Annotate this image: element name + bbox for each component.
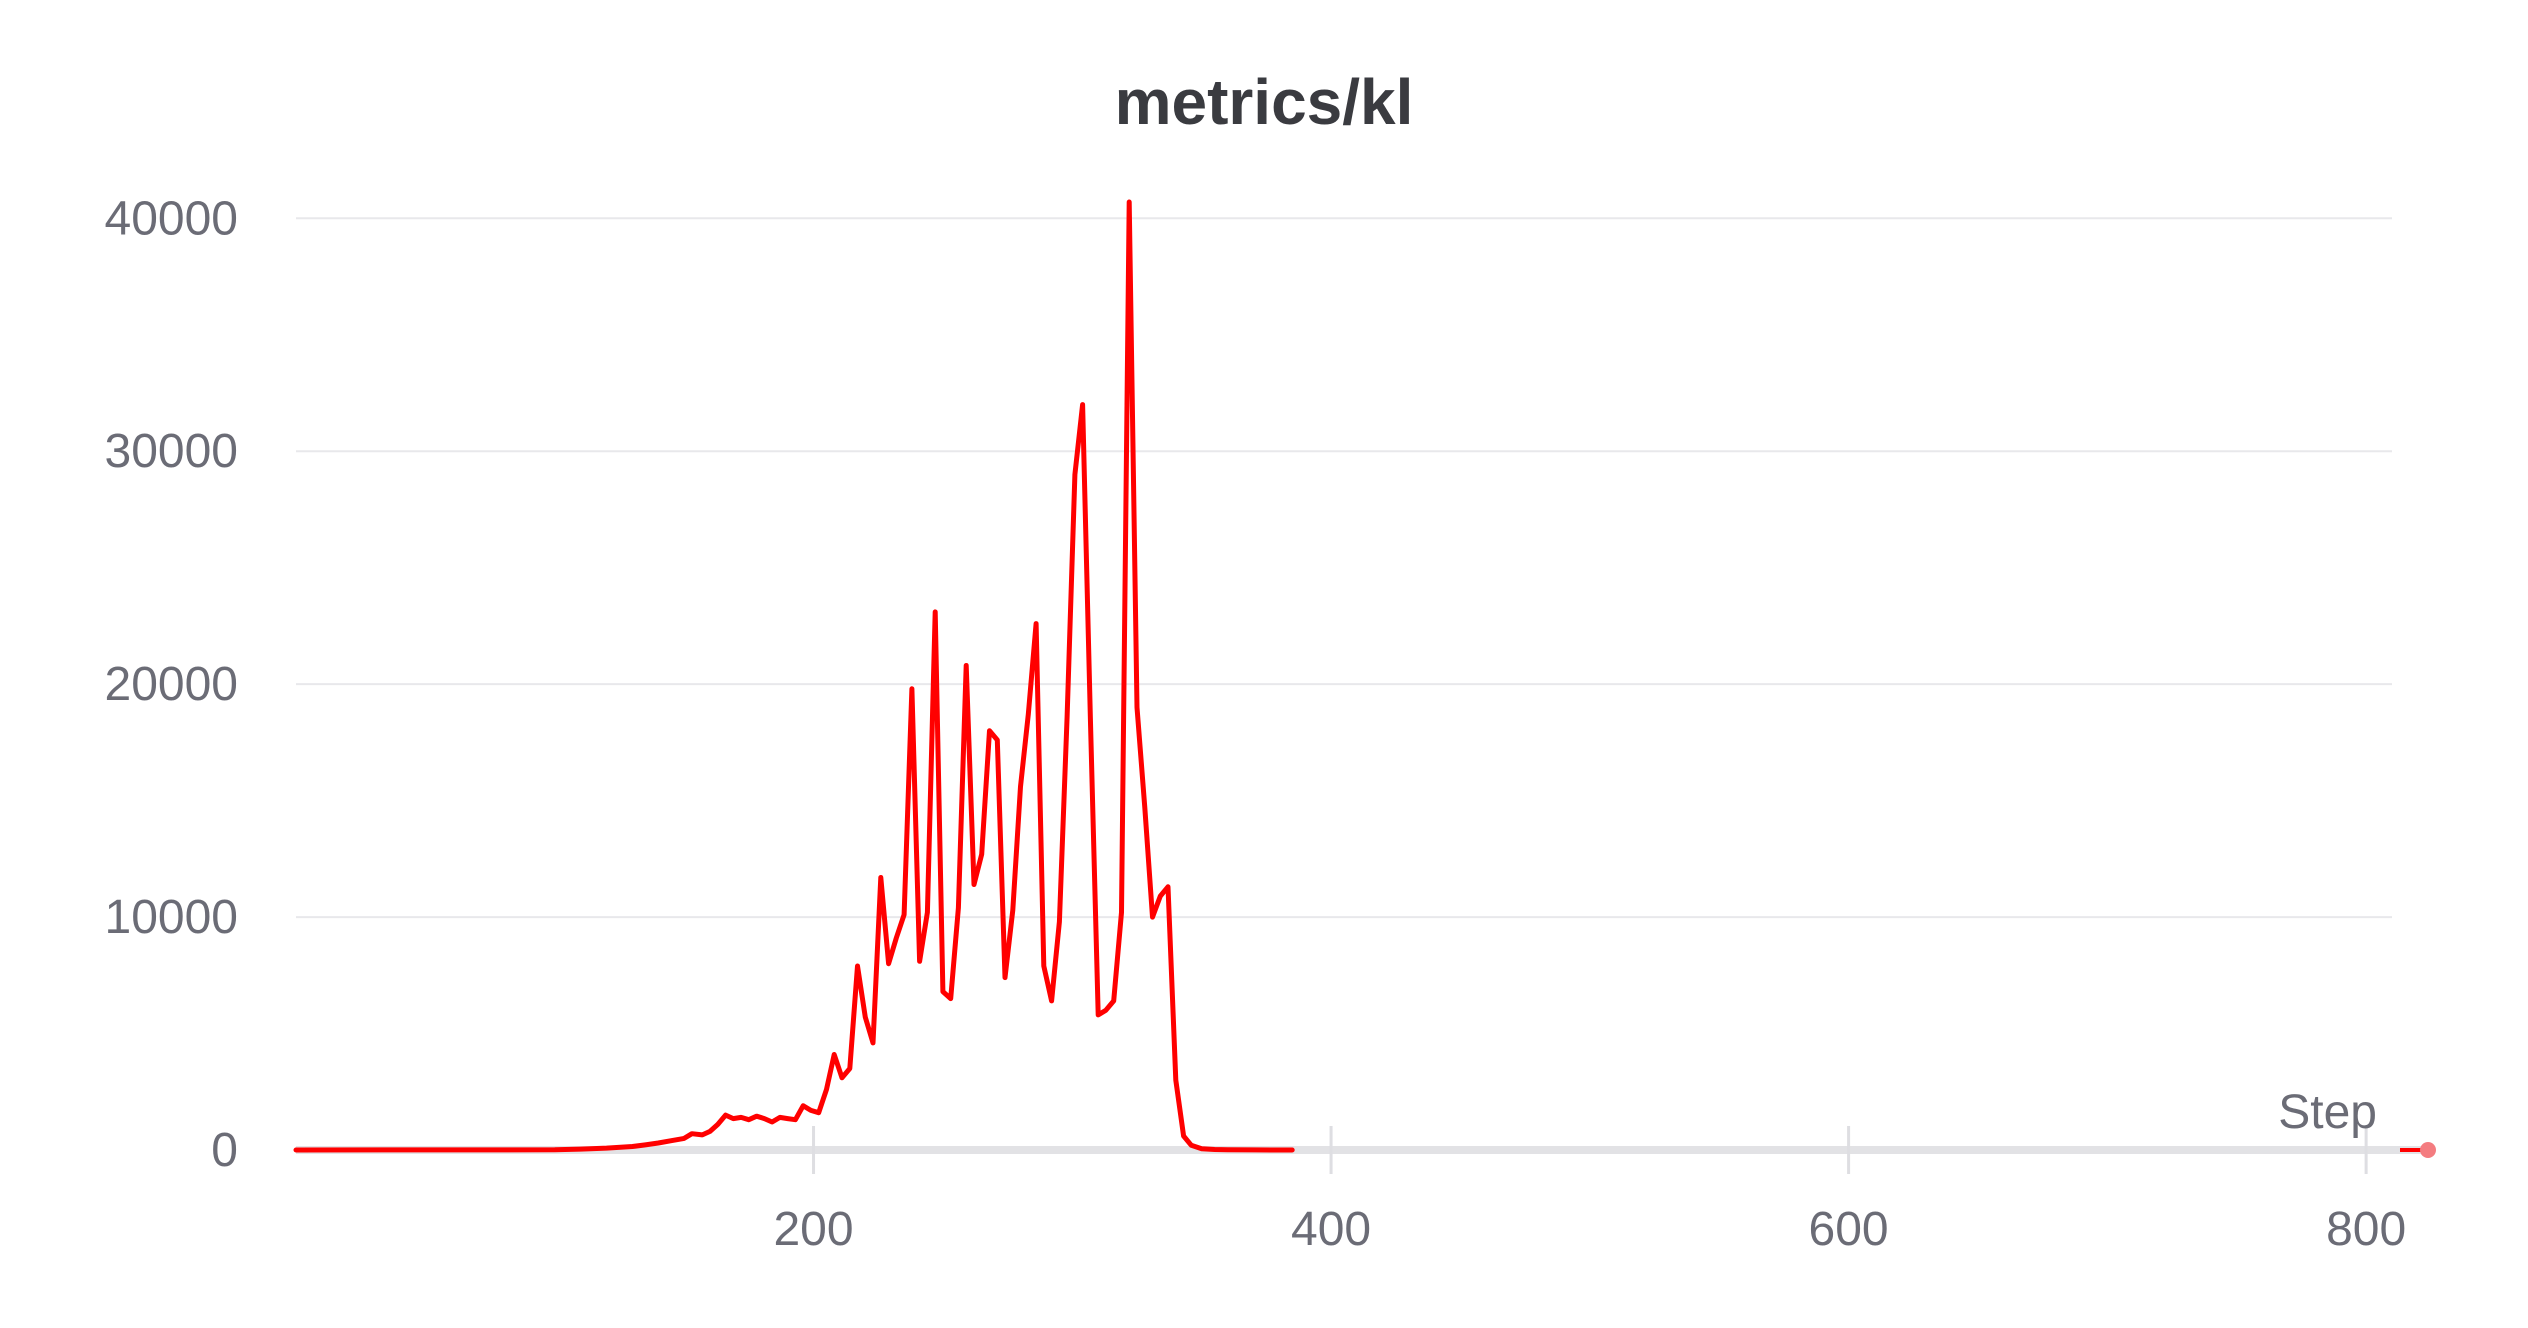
x-axis-ticks: 200 400 600 800 <box>773 1126 2406 1256</box>
chart-title: metrics/kl <box>1115 66 1414 138</box>
y-tick-label: 10000 <box>105 891 238 944</box>
x-tick-label: 400 <box>1291 1203 1371 1256</box>
y-tick-label: 0 <box>211 1124 238 1177</box>
series-line <box>293 199 1295 1153</box>
x-tick-label: 200 <box>773 1203 853 1256</box>
x-tick-label: 600 <box>1809 1203 1889 1256</box>
gridlines <box>296 217 2392 919</box>
y-axis: 0 10000 20000 30000 40000 <box>105 192 238 1177</box>
y-tick-label: 40000 <box>105 192 238 245</box>
y-tick-label: 30000 <box>105 425 238 478</box>
x-tick-label: 800 <box>2326 1203 2406 1256</box>
series-end-marker <box>2420 1142 2436 1158</box>
x-axis-label: Step <box>2278 1086 2377 1139</box>
series-layer <box>293 199 2428 1153</box>
y-tick-label: 20000 <box>105 658 238 711</box>
